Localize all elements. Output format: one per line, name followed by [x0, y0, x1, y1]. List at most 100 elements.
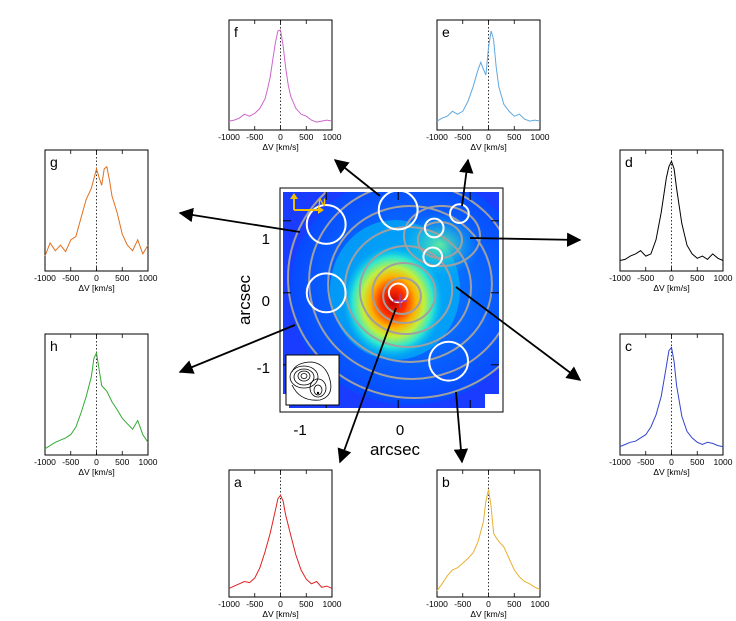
panel-tick-label: -1000 [609, 457, 631, 467]
panel-tick-label: 500 [690, 457, 704, 467]
spectrum-panel-e: -1000 -500 0 500 1000 ΔV [km/s] e [426, 19, 550, 152]
arrow-d [469, 232, 582, 247]
panel-frame [228, 19, 333, 131]
contour [371, 262, 437, 324]
inset-contour-thumbnail [285, 354, 340, 406]
map-ylabel: arcsec [235, 274, 254, 325]
arrow-b [453, 391, 469, 464]
spectrum-line-h [44, 351, 149, 450]
spectrum-panel-d: -1000 -500 0 500 1000 ΔV [km/s] d [609, 149, 733, 293]
spectrum-line-e [436, 30, 541, 122]
panel-tick-label: -500 [246, 599, 263, 609]
contour [417, 221, 463, 259]
contour [403, 205, 481, 267]
aperture-g [305, 203, 347, 245]
map-xlabel: arcsec [370, 440, 421, 459]
panel-letter: f [234, 24, 238, 40]
aperture-b [428, 340, 470, 382]
contour [327, 205, 493, 363]
map-blank-corner [485, 394, 499, 408]
panel-tick-label: -500 [62, 457, 79, 467]
panel-xlabel: ΔV [km/s] [78, 467, 114, 477]
spectrum-line-d [619, 159, 724, 261]
arrow-h [178, 324, 296, 374]
panel-xlabel: ΔV [km/s] [470, 609, 506, 619]
panel-xlabel: ΔV [km/s] [262, 609, 298, 619]
panel-xlabel: ΔV [km/s] [262, 142, 298, 152]
panel-xlabel: ΔV [km/s] [78, 283, 114, 293]
map-x-tick: -1 [293, 422, 306, 439]
panel-letter: b [442, 474, 450, 490]
panel-tick-label: 1000 [139, 457, 158, 467]
panel-tick-label: 0 [669, 457, 674, 467]
panel-tick-label: -1000 [218, 599, 240, 609]
map-x-tick: 0 [396, 422, 404, 439]
panel-tick-label: 0 [278, 132, 283, 142]
panel-tick-label: 1000 [714, 457, 733, 467]
spectrum-panel-f: -1000 -500 0 500 1000 ΔV [km/s] f [218, 19, 342, 152]
panel-xlabel: ΔV [km/s] [653, 283, 689, 293]
panel-tick-label: 0 [669, 273, 674, 283]
panel-tick-label: -500 [454, 132, 471, 142]
spectrum-line-b [436, 489, 541, 591]
arrows [178, 158, 582, 464]
spectrum-panel-c: -1000 -500 0 500 1000 ΔV [km/s] c [609, 333, 733, 477]
arrow-g [178, 207, 301, 233]
spectrum-panel-g: -1000 -500 0 500 1000 ΔV [km/s] g [34, 149, 158, 293]
panel-tick-label: -1000 [426, 132, 448, 142]
aperture-e [449, 203, 470, 224]
panel-tick-label: -500 [62, 273, 79, 283]
map-core [343, 246, 443, 358]
panel-tick-label: -1000 [426, 599, 448, 609]
contour [308, 192, 499, 380]
spectrum-panel-h: -1000 -500 0 500 1000 ΔV [km/s] h [34, 333, 158, 477]
arrow-a [337, 307, 397, 464]
spectrum-line-f [228, 29, 333, 123]
panel-tick-label: 500 [299, 599, 313, 609]
arrow-c [455, 286, 582, 381]
spectrum-line-g [44, 165, 149, 257]
panel-tick-label: 500 [299, 132, 313, 142]
panel-letter: a [234, 474, 242, 490]
panel-tick-label: -500 [454, 599, 471, 609]
map-y-tick: -1 [257, 360, 270, 377]
panel-tick-label: 0 [94, 457, 99, 467]
aperture-f [377, 189, 419, 231]
spectrum-panel-a: -1000 -500 0 500 1000 ΔV [km/s] a [218, 469, 342, 619]
arrow-e [459, 158, 474, 207]
arrow-f [333, 159, 381, 197]
contour [287, 192, 499, 399]
panel-tick-label: -500 [637, 457, 654, 467]
panel-tick-label: -1000 [34, 457, 56, 467]
aperture-c [422, 246, 444, 268]
intensity-map: N -1 0 arcsec 1 0 -1 arcsec [235, 187, 504, 459]
panel-tick-label: 500 [115, 457, 129, 467]
panel-tick-label: 0 [278, 599, 283, 609]
panel-letter: h [50, 338, 58, 354]
panel-tick-label: 1000 [531, 599, 550, 609]
panel-tick-label: -500 [246, 132, 263, 142]
panel-xlabel: ΔV [km/s] [653, 467, 689, 477]
aperture-d [423, 217, 445, 239]
panel-tick-label: 1000 [323, 599, 342, 609]
panel-tick-label: -1000 [34, 273, 56, 283]
apertures [305, 189, 470, 382]
panel-tick-label: 0 [486, 132, 491, 142]
panel-letter: e [442, 24, 450, 40]
panel-tick-label: 0 [486, 599, 491, 609]
panel-tick-label: 500 [115, 273, 129, 283]
contour [382, 277, 422, 315]
spectrum-line-a [228, 494, 333, 589]
panel-tick-label: -1000 [609, 273, 631, 283]
panel-tick-label: 1000 [323, 132, 342, 142]
panel-letter: c [625, 338, 632, 354]
panel-tick-label: -500 [637, 273, 654, 283]
aperture-a [387, 282, 409, 304]
compass-label: N [318, 197, 326, 209]
panel-tick-label: 0 [94, 273, 99, 283]
panel-tick-label: 1000 [714, 273, 733, 283]
aperture-h [305, 272, 347, 314]
compass: N [290, 193, 326, 214]
panel-letter: d [625, 154, 633, 170]
